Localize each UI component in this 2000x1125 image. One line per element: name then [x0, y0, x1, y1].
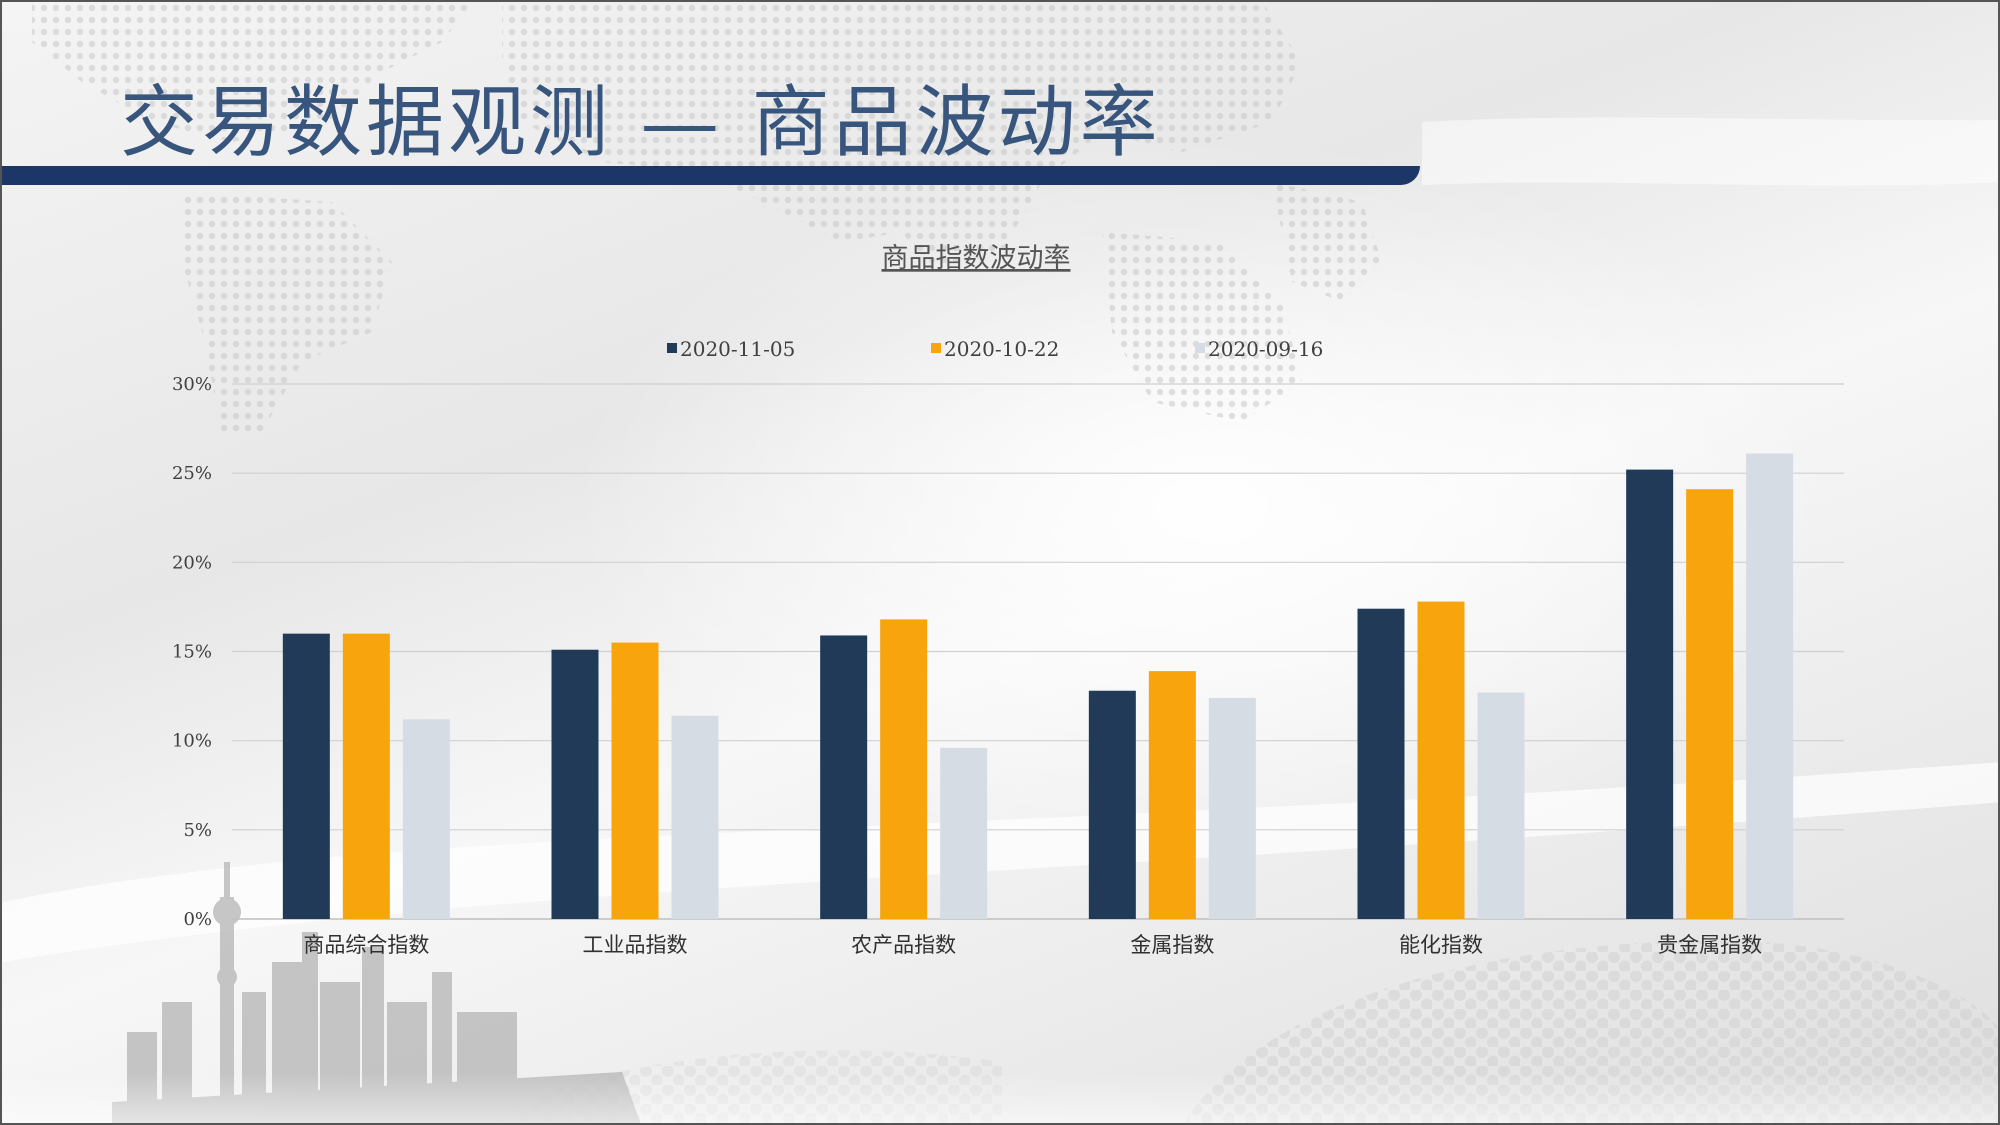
bar [1417, 601, 1465, 919]
bar [671, 715, 719, 919]
y-tick-label: 0% [183, 909, 212, 930]
y-tick-label: 15% [172, 642, 212, 663]
bar [1477, 692, 1525, 919]
legend: 2020-11-05 2020-10-22 2020-09-16 [667, 337, 1323, 361]
legend-label: 2020-09-16 [1208, 337, 1323, 361]
bar [820, 635, 868, 919]
x-category-label: 金属指数 [1130, 933, 1214, 957]
legend-swatch [1195, 343, 1205, 353]
bar [282, 633, 330, 919]
y-tick-label: 30% [172, 374, 212, 395]
gridlines [232, 383, 1844, 920]
legend-swatch [931, 343, 941, 353]
x-category-label: 商品综合指数 [303, 933, 429, 957]
x-category-label: 能化指数 [1399, 933, 1483, 957]
bar [1208, 697, 1256, 919]
y-tick-label: 5% [183, 820, 212, 841]
x-category-label: 工业品指数 [583, 933, 688, 957]
bar [940, 747, 988, 919]
y-tick-label: 25% [172, 463, 212, 484]
legend-swatch [667, 343, 677, 353]
y-axis-ticks: 0% 5% 10% 15% 20% 25% 30% [172, 374, 212, 930]
x-category-label: 农产品指数 [851, 933, 956, 957]
y-tick-label: 10% [172, 731, 212, 752]
bar [1686, 489, 1734, 919]
bar [402, 719, 450, 919]
bars [282, 453, 1794, 919]
bar [1746, 453, 1794, 919]
bar [342, 633, 390, 919]
bar [1626, 469, 1674, 919]
title-underline-bar [2, 166, 1420, 185]
bar [880, 619, 928, 919]
bar [551, 649, 599, 919]
chart-title: 商品指数波动率 [882, 243, 1071, 274]
slide-title: 交易数据观测 — 商品波动率 [120, 78, 1162, 168]
bar [1357, 608, 1405, 919]
bar [611, 642, 659, 919]
x-category-label: 贵金属指数 [1657, 933, 1762, 957]
y-tick-label: 20% [172, 552, 212, 573]
world-map-dots [32, 2, 1382, 432]
x-axis-categories: 商品综合指数 工业品指数 农产品指数 金属指数 能化指数 贵金属指数 [303, 933, 1762, 957]
legend-label: 2020-10-22 [944, 337, 1059, 361]
bar [1088, 690, 1136, 919]
bar [1148, 671, 1196, 919]
legend-label: 2020-11-05 [680, 337, 795, 361]
